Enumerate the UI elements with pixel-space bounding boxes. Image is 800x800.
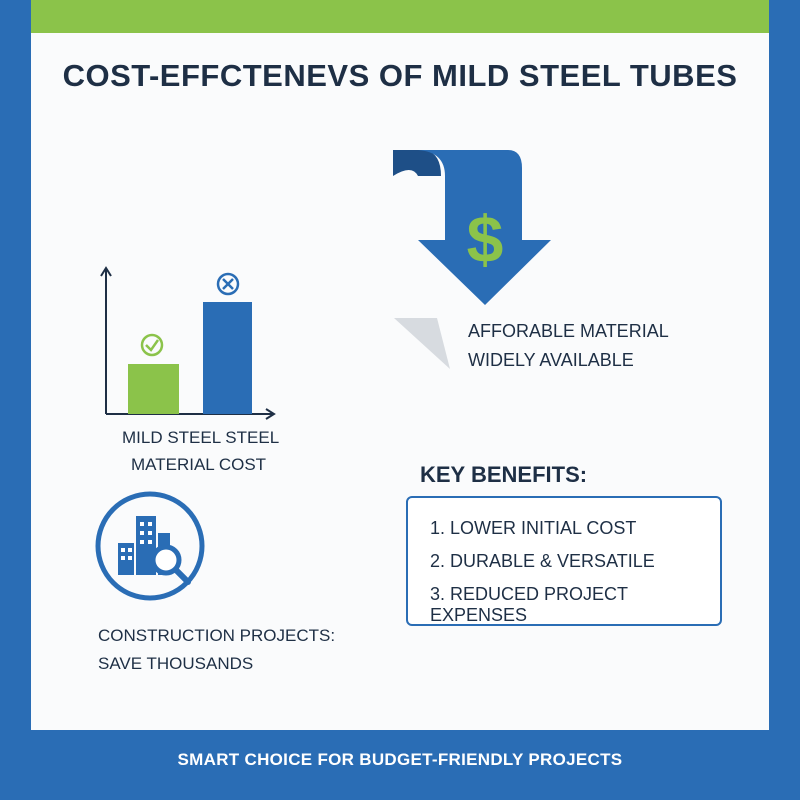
arrow-shadow <box>394 318 450 369</box>
arrow-curl <box>393 150 441 176</box>
affordable-line2: WIDELY AVAILABLE <box>468 350 634 370</box>
page-title: COST-EFFCTENEVS OF MILD STEEL TUBES <box>62 58 738 93</box>
x-circle-icon <box>216 272 240 296</box>
chart-x-axis-arrow <box>265 408 276 420</box>
mild-steel-bar <box>128 364 179 414</box>
chart-y-axis-arrow <box>100 266 112 277</box>
benefit-item-2: 2. DURABLE & VERSATILE <box>430 551 655 571</box>
key-benefits-title: KEY BENEFITS: <box>420 462 588 487</box>
footer-tagline: SMART CHOICE FOR BUDGET-FRIENDLY PROJECT… <box>177 750 623 769</box>
chart-label-line1: MILD STEEL STEEL <box>122 428 280 447</box>
affordable-line1: AFFORABLE MATERIAL <box>468 321 669 341</box>
key-benefits-box: 1. LOWER INITIAL COST 2. DURABLE & VERSA… <box>406 496 722 626</box>
top-accent-bar <box>31 0 769 33</box>
benefit-item-3: 3. REDUCED PROJECT EXPENSES <box>430 584 628 625</box>
chart-label-line2: MATERIAL COST <box>131 455 267 474</box>
construction-line2: SAVE THOUSANDS <box>98 654 254 673</box>
arrow-body <box>418 150 551 305</box>
dollar-sign-icon: $ <box>467 202 504 276</box>
check-icon <box>140 333 164 357</box>
construction-line1: CONSTRUCTION PROJECTS: <box>98 626 336 645</box>
benefit-item-1: 1. LOWER INITIAL COST <box>430 518 637 538</box>
other-material-bar <box>203 302 252 414</box>
